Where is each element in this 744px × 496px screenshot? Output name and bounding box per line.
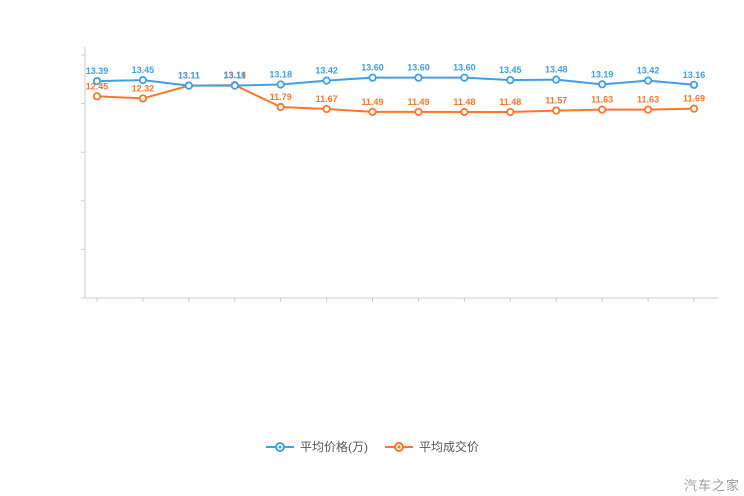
- svg-text:11.69: 11.69: [683, 94, 705, 104]
- legend-item[interactable]: 平均价格(万): [265, 438, 368, 455]
- chart-legend: 平均价格(万) 平均成交价: [0, 438, 744, 455]
- svg-text:13.60: 13.60: [453, 63, 476, 73]
- svg-text:11.63: 11.63: [637, 95, 659, 105]
- svg-text:13.39: 13.39: [86, 66, 109, 76]
- legend-label: 平均成交价: [418, 440, 479, 454]
- svg-text:13.11: 13.11: [178, 71, 200, 81]
- svg-text:13.11: 13.11: [224, 71, 246, 81]
- svg-text:13.16: 13.16: [683, 70, 706, 80]
- svg-text:13.48: 13.48: [545, 65, 568, 75]
- svg-text:13.60: 13.60: [361, 63, 384, 73]
- svg-text:11.48: 11.48: [453, 97, 475, 107]
- legend-marker-icon: [384, 441, 413, 452]
- svg-text:13.11: 13.11: [178, 71, 200, 81]
- svg-text:11.63: 11.63: [591, 95, 613, 105]
- legend-item[interactable]: 平均成交价: [384, 438, 479, 455]
- legend-marker-icon: [265, 441, 294, 452]
- svg-text:11.67: 11.67: [316, 94, 338, 104]
- svg-text:11.48: 11.48: [499, 97, 521, 107]
- svg-text:13.45: 13.45: [499, 65, 522, 75]
- svg-text:13.14: 13.14: [224, 70, 247, 80]
- svg-text:11.49: 11.49: [407, 97, 429, 107]
- svg-text:13.42: 13.42: [315, 66, 338, 76]
- legend-label: 平均价格(万): [299, 440, 368, 454]
- svg-text:13.19: 13.19: [591, 69, 614, 79]
- svg-text:13.42: 13.42: [637, 66, 660, 76]
- svg-text:13.60: 13.60: [407, 63, 430, 73]
- svg-text:11.79: 11.79: [270, 92, 292, 102]
- watermark: 汽车之家: [683, 478, 740, 493]
- svg-text:13.45: 13.45: [132, 65, 155, 75]
- svg-text:12.32: 12.32: [132, 83, 155, 93]
- price-trend-chart: 12.45 12.32 13.11 13.14 11.79 11.67 11.49 11.49…: [81, 47, 718, 302]
- svg-text:12.45: 12.45: [86, 81, 109, 91]
- svg-text:11.49: 11.49: [362, 97, 384, 107]
- svg-text:13.18: 13.18: [269, 69, 292, 79]
- svg-text:11.57: 11.57: [545, 96, 567, 106]
